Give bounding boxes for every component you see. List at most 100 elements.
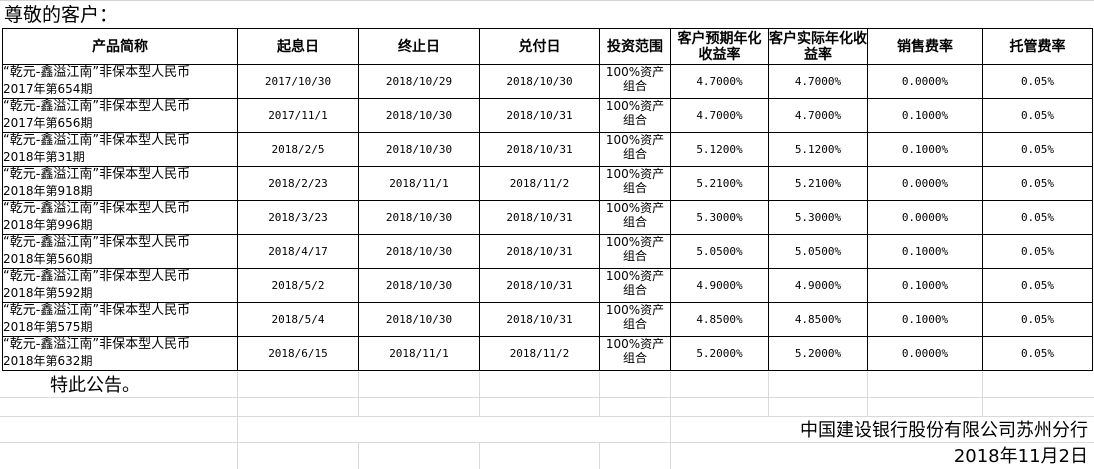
actual-yield: 4.7000% xyxy=(768,98,868,133)
sales-fee: 0.1000% xyxy=(867,132,983,167)
scope-line2: 组合 xyxy=(622,181,647,195)
product-name-line1: “乾元-鑫溢江南”非保本型人民币 xyxy=(3,201,191,217)
header-sales-fee: 销售费率 xyxy=(867,28,983,65)
expected-yield: 5.1200% xyxy=(670,132,769,167)
scope-line1: 100%资产 xyxy=(605,167,665,182)
sales-fee: 0.0000% xyxy=(867,64,983,99)
header-custody-fee: 托管费率 xyxy=(982,28,1093,65)
end-date: 2018/10/30 xyxy=(358,268,480,303)
grid-line xyxy=(358,442,359,469)
product-name: “乾元-鑫溢江南”非保本型人民币 2018年第575期 xyxy=(2,302,238,337)
product-name: “乾元-鑫溢江南”非保本型人民币 2018年第592期 xyxy=(2,268,238,303)
table-row: “乾元-鑫溢江南”非保本型人民币 2018年第996期 2018/3/23 2018/… xyxy=(2,200,1093,235)
scope-line1: 100%资产 xyxy=(605,201,665,216)
scope-line1: 100%资产 xyxy=(605,303,665,318)
payment-date: 2018/10/31 xyxy=(479,268,600,303)
custody-fee: 0.05% xyxy=(982,200,1093,235)
payment-date: 2018/11/2 xyxy=(479,336,600,371)
grid-line xyxy=(0,416,1094,417)
greeting: 尊敬的客户： xyxy=(4,4,119,26)
sales-fee: 0.1000% xyxy=(867,302,983,337)
announcement-date: 2018年11月2日 xyxy=(953,446,1088,468)
scope-line2: 组合 xyxy=(622,249,647,263)
actual-yield: 5.2000% xyxy=(768,336,868,371)
actual-yield: 5.0500% xyxy=(768,234,868,269)
product-name-line1: “乾元-鑫溢江南”非保本型人民币 xyxy=(3,303,191,319)
expected-yield: 5.2100% xyxy=(670,166,769,201)
scope-line2: 组合 xyxy=(622,147,647,161)
investment-scope: 100%资产 组合 xyxy=(599,302,671,337)
table-row: “乾元-鑫溢江南”非保本型人民币 2017年第654期 2017/10/30 2018… xyxy=(2,64,1093,99)
custody-fee: 0.05% xyxy=(982,132,1093,167)
scope-line2: 组合 xyxy=(622,317,647,331)
expected-yield: 4.7000% xyxy=(670,64,769,99)
investment-scope: 100%资产 组合 xyxy=(599,268,671,303)
custody-fee: 0.05% xyxy=(982,64,1093,99)
product-name-line1: “乾元-鑫溢江南”非保本型人民币 xyxy=(3,99,191,115)
product-name-line1: “乾元-鑫溢江南”非保本型人民币 xyxy=(3,337,191,353)
end-date: 2018/10/29 xyxy=(358,64,480,99)
product-table: 产品简称 起息日 终止日 兑付日 投资范围 客户预期年化收益率 客户实际年化收益率 销售费率托… xyxy=(2,28,1093,371)
end-date: 2018/10/30 xyxy=(358,302,480,337)
actual-yield: 5.1200% xyxy=(768,132,868,167)
investment-scope: 100%资产 组合 xyxy=(599,336,671,371)
product-name-line2: 2018年第632期 xyxy=(3,354,93,368)
header-end-date: 终止日 xyxy=(358,28,480,65)
table-row: “乾元-鑫溢江南”非保本型人民币 2018年第31期 2018/2/5 2018/10… xyxy=(2,132,1093,167)
notice-text: 特此公告。 xyxy=(50,375,140,396)
investment-scope: 100%资产 组合 xyxy=(599,98,671,133)
product-name-line1: “乾元-鑫溢江南”非保本型人民币 xyxy=(3,235,191,251)
investment-scope: 100%资产 组合 xyxy=(599,234,671,269)
expected-yield: 5.2000% xyxy=(670,336,769,371)
actual-yield: 4.8500% xyxy=(768,302,868,337)
custody-fee: 0.05% xyxy=(982,234,1093,269)
product-name-line1: “乾元-鑫溢江南”非保本型人民币 xyxy=(3,167,191,183)
scope-line2: 组合 xyxy=(622,113,647,127)
custody-fee: 0.05% xyxy=(982,166,1093,201)
start-date: 2018/5/2 xyxy=(237,268,359,303)
custody-fee: 0.05% xyxy=(982,336,1093,371)
table-row: “乾元-鑫溢江南”非保本型人民币 2018年第575期 2018/5/4 2018/1… xyxy=(2,302,1093,337)
sales-fee: 0.1000% xyxy=(867,234,983,269)
product-name-line1: “乾元-鑫溢江南”非保本型人民币 xyxy=(3,65,191,81)
product-name-line2: 2018年第560期 xyxy=(3,252,93,266)
end-date: 2018/10/30 xyxy=(358,98,480,133)
end-date: 2018/11/1 xyxy=(358,166,480,201)
payment-date: 2018/10/31 xyxy=(479,200,600,235)
grid-line xyxy=(599,442,600,469)
header-actual-yield: 客户实际年化收益率 xyxy=(768,28,868,65)
grid-line xyxy=(867,372,868,416)
end-date: 2018/11/1 xyxy=(358,336,480,371)
investment-scope: 100%资产 组合 xyxy=(599,200,671,235)
custody-fee: 0.05% xyxy=(982,98,1093,133)
grid-line xyxy=(982,372,983,416)
sales-fee: 0.0000% xyxy=(867,336,983,371)
grid-line xyxy=(0,442,1094,443)
table-row: “乾元-鑫溢江南”非保本型人民币 2017年第656期 2017/11/1 2018/… xyxy=(2,98,1093,133)
actual-yield: 5.2100% xyxy=(768,166,868,201)
end-date: 2018/10/30 xyxy=(358,132,480,167)
sales-fee: 0.0000% xyxy=(867,166,983,201)
grid-line xyxy=(0,397,1094,398)
payment-date: 2018/10/30 xyxy=(479,64,600,99)
expected-yield: 4.8500% xyxy=(670,302,769,337)
product-name: “乾元-鑫溢江南”非保本型人民币 2018年第918期 xyxy=(2,166,238,201)
header-row: 产品简称 起息日 终止日 兑付日 投资范围 客户预期年化收益率 客户实际年化收益率 销售费率托… xyxy=(2,28,1093,65)
product-name-line2: 2018年第918期 xyxy=(3,184,93,198)
grid-line xyxy=(599,372,600,416)
scope-line2: 组合 xyxy=(622,351,647,365)
start-date: 2018/2/23 xyxy=(237,166,359,201)
actual-yield: 4.9000% xyxy=(768,268,868,303)
table-row: “乾元-鑫溢江南”非保本型人民币 2018年第632期 2018/6/15 2018/… xyxy=(2,336,1093,371)
sales-fee: 0.1000% xyxy=(867,98,983,133)
sales-fee: 0.0000% xyxy=(867,200,983,235)
header-expected-yield: 客户预期年化收益率 xyxy=(670,28,769,65)
header-investment-scope: 投资范围 xyxy=(599,28,671,65)
product-name-line2: 2018年第996期 xyxy=(3,218,93,232)
expected-yield: 5.0500% xyxy=(670,234,769,269)
start-date: 2017/10/30 xyxy=(237,64,359,99)
product-name: “乾元-鑫溢江南”非保本型人民币 2017年第654期 xyxy=(2,64,238,99)
expected-yield: 5.3000% xyxy=(670,200,769,235)
product-name: “乾元-鑫溢江南”非保本型人民币 2018年第560期 xyxy=(2,234,238,269)
issuer-name: 中国建设银行股份有限公司苏州分行 xyxy=(800,420,1088,442)
